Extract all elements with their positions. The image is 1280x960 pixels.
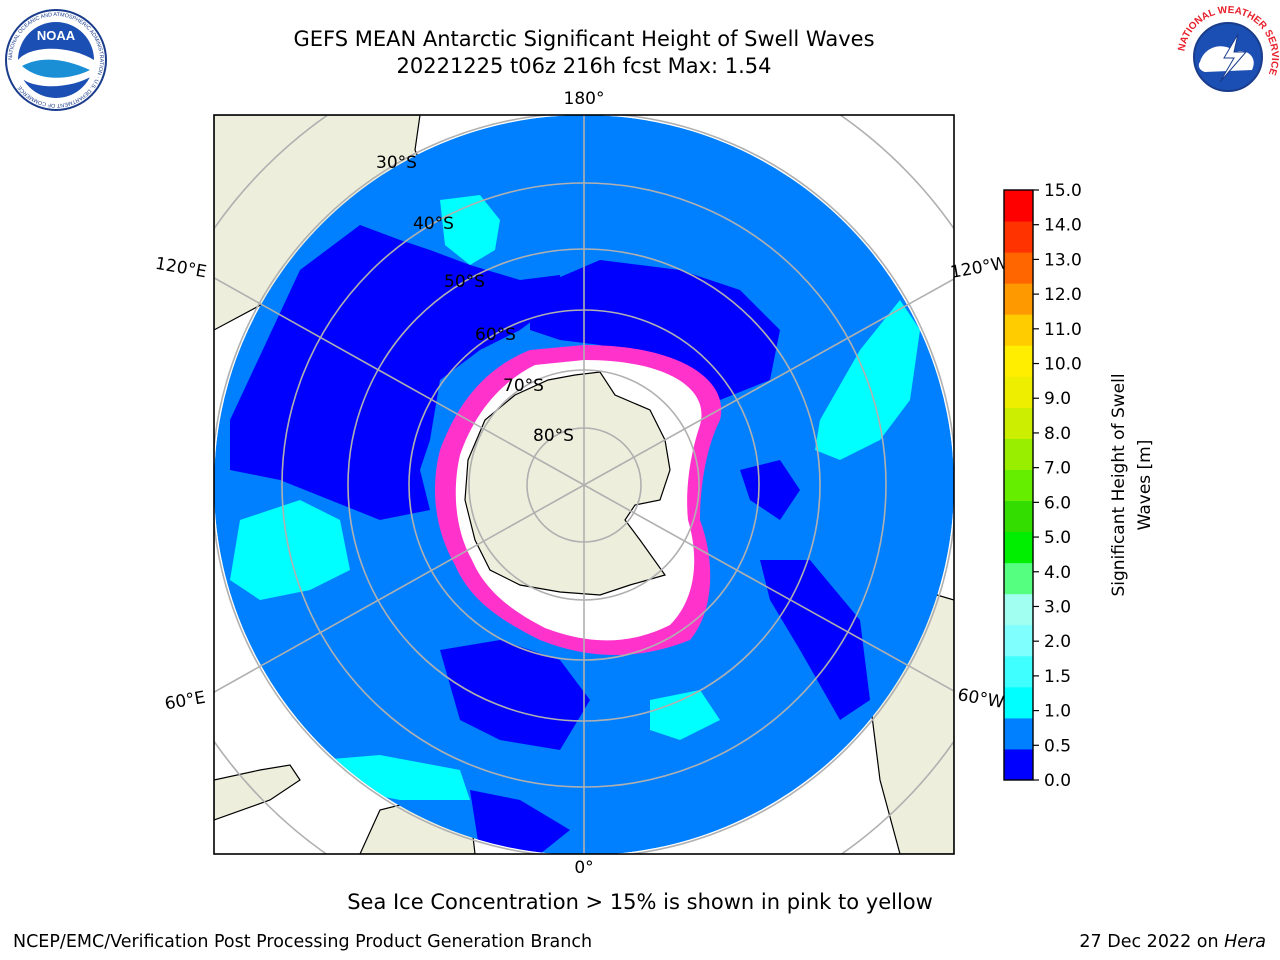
colorbar-tick-label: 3.0 (1044, 597, 1071, 617)
colorbar-bin (1004, 624, 1033, 657)
colorbar-bin (1004, 531, 1033, 564)
graticule (214, 115, 954, 854)
swell-high-west-indian (230, 500, 350, 600)
colorbar-tick-label: 14.0 (1044, 216, 1082, 236)
colorbar-tick-label: 13.0 (1044, 250, 1082, 270)
colorbar-bin (1004, 221, 1033, 253)
colorbar-tick-label: 12.0 (1044, 285, 1082, 305)
lat-label-30s: 30°S (376, 153, 417, 173)
colorbar-bin (1004, 469, 1033, 502)
colorbar-bin (1004, 500, 1033, 533)
lat-label-60s: 60°S (475, 325, 516, 345)
lon-label-180: 180° (564, 89, 605, 109)
colorbar-bin (1004, 717, 1033, 750)
colorbar-tick-label: 0.0 (1044, 771, 1071, 791)
lon-label-120w: 120°W (949, 253, 1010, 283)
colorbar-bin (1004, 283, 1033, 315)
footer-producer: NCEP/EMC/Verification Post Processing Pr… (13, 932, 593, 952)
swell-low-south (470, 790, 570, 854)
map-frame (213, 114, 955, 855)
colorbar-tick-label: 2.0 (1044, 632, 1071, 652)
colorbar-bin (1004, 655, 1033, 688)
chart-title: GEFS MEAN Antarctic Significant Height o… (293, 27, 875, 51)
colorbar-label-line2: Waves [m] (1135, 440, 1155, 531)
colorbar-tick-label: 1.0 (1044, 702, 1071, 722)
colorbar-tick-label: 1.5 (1044, 667, 1071, 687)
colorbar-bin (1004, 190, 1033, 222)
colorbar-bin (1004, 686, 1033, 719)
lon-label-60e: 60°E (163, 688, 207, 715)
lat-label-70s: 70°S (503, 376, 544, 396)
colorbar-tick-label: 11.0 (1044, 320, 1082, 340)
colorbar-tick-label: 4.0 (1044, 563, 1071, 583)
colorbar-tick-label: 7.0 (1044, 459, 1071, 479)
sea-ice-note: Sea Ice Concentration > 15% is shown in … (347, 890, 933, 914)
colorbar-label-line1: Significant Height of Swell (1109, 373, 1129, 596)
noaa-logo: NOAA NATIONAL OCEANIC AND ATMOSPHERIC AD… (5, 9, 107, 111)
colorbar-bin (1004, 562, 1033, 595)
swell-low-indian (230, 225, 560, 520)
colorbar-bin (1004, 407, 1033, 439)
colorbar-tick-label: 15.0 (1044, 181, 1082, 201)
madagascar-landmass (214, 764, 301, 821)
lat-label-50s: 50°S (444, 272, 485, 292)
nws-logo: NATIONAL WEATHER SERVICE (1176, 5, 1280, 107)
colorbar-bin (1004, 314, 1033, 346)
noaa-logo-text: NOAA (37, 28, 76, 43)
lat-label-80s: 80°S (533, 426, 574, 446)
lon-label-120e: 120°E (154, 254, 208, 283)
colorbar-tick-label: 9.0 (1044, 389, 1071, 409)
swell-low-drake (760, 560, 870, 720)
colorbar-bin (1004, 252, 1033, 284)
colorbar-tick-label: 0.5 (1044, 736, 1071, 756)
colorbar-bin (1004, 593, 1033, 626)
colorbar-bin (1004, 345, 1033, 377)
footer-date-text: 27 Dec 2022 on (1079, 932, 1225, 952)
lon-label-60w: 60°W (956, 685, 1006, 713)
swell-high-atlantic (650, 690, 720, 740)
colorbar: 15.0 14.0 13.0 12.0 11.0 10.0 9.0 8.0 7.0 6.0 5.0 4… (1003, 181, 1082, 791)
colorbar-bin (1004, 748, 1033, 781)
chart-subtitle: 20221225 t06z 216h fcst Max: 1.54 (396, 54, 772, 78)
colorbar-bin (1004, 376, 1033, 408)
colorbar-bin (1004, 438, 1033, 470)
antarctica-landmass (464, 371, 671, 596)
swell-low-east (740, 460, 800, 520)
colorbar-tick-label: 8.0 (1044, 424, 1071, 444)
footer-date: 27 Dec 2022 on Hera (1079, 932, 1266, 952)
lon-label-0: 0° (574, 858, 593, 878)
footer-machine: Hera (1224, 932, 1266, 952)
lat-label-40s: 40°S (413, 214, 454, 234)
swell-low-south-atlantic (440, 640, 590, 750)
colorbar-tick-label: 10.0 (1044, 355, 1082, 375)
colorbar-tick-label: 5.0 (1044, 528, 1071, 548)
colorbar-border (1003, 189, 1034, 781)
colorbar-tick-label: 6.0 (1044, 493, 1071, 513)
swell-low-pacific (530, 260, 780, 400)
map-area: 30°S 40°S 50°S 60°S 70°S 80°S (214, 115, 954, 854)
